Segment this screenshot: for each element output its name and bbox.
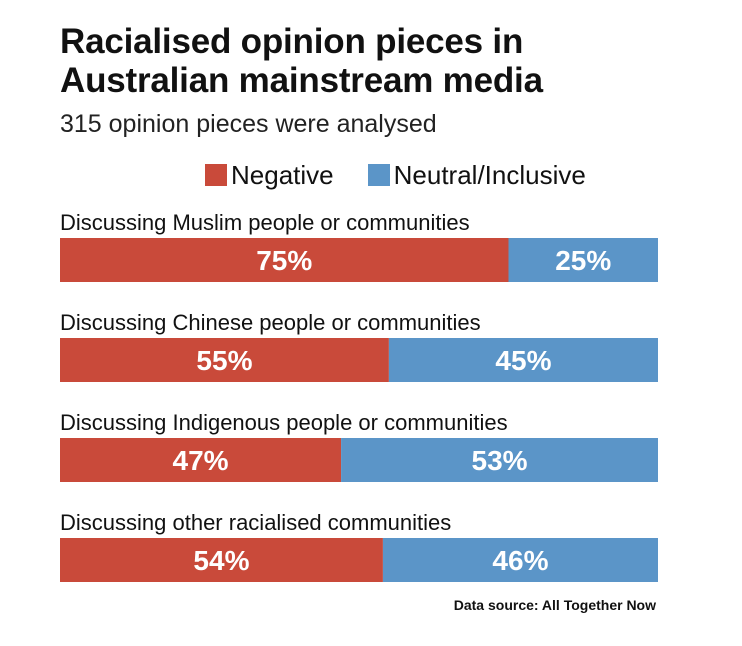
data-label-negative-indigenous-people-or-communities: 47% — [173, 445, 229, 476]
data-label-negative-muslim-people-or-communities: 75% — [256, 245, 312, 276]
data-label-neutral-inclusive-chinese-people-or-communities: 45% — [495, 345, 551, 376]
data-label-negative-other-racialised-communities: 54% — [193, 545, 249, 576]
category-label-muslim-people-or-communities: Discussing Muslim people or communities — [60, 210, 470, 235]
bar-negative-muslim-people-or-communities — [60, 238, 509, 282]
data-label-neutral-inclusive-other-racialised-communities: 46% — [492, 545, 548, 576]
category-label-indigenous-people-or-communities: Discussing Indigenous people or communit… — [60, 410, 508, 435]
chart-title: Racialised opinion pieces in Australian … — [60, 22, 543, 100]
legend-label-negative: Negative — [231, 159, 334, 190]
chart-subtitle: 315 opinion pieces were analysed — [60, 110, 437, 138]
bar-neutral-inclusive-other-racialised-communities — [382, 538, 658, 582]
bar-neutral-inclusive-chinese-people-or-communities — [388, 338, 658, 382]
legend-item-neutral-inclusive: Neutral/Inclusive — [367, 159, 586, 191]
data-label-neutral-inclusive-indigenous-people-or-communities: 53% — [472, 445, 528, 476]
data-label-neutral-inclusive-muslim-people-or-communities: 25% — [555, 245, 611, 276]
bar-negative-other-racialised-communities — [60, 538, 383, 582]
legend-item-negative: Negative — [205, 160, 334, 191]
bar-negative-chinese-people-or-communities — [60, 338, 389, 382]
chart-legend: Negative Neutral/Inclusive — [205, 158, 620, 192]
bar-neutral-inclusive-muslim-people-or-communities — [508, 238, 658, 282]
data-label-negative-chinese-people-or-communities: 55% — [196, 345, 252, 376]
legend-swatch-neutral-inclusive — [367, 164, 390, 186]
data-source-note: Data source: All Together Now — [453, 597, 656, 613]
legend-swatch-negative — [205, 164, 227, 186]
category-label-chinese-people-or-communities: Discussing Chinese people or communities — [60, 310, 481, 335]
category-label-other-racialised-communities: Discussing other racialised communities — [60, 510, 451, 535]
bar-negative-indigenous-people-or-communities — [60, 438, 342, 482]
bar-neutral-inclusive-indigenous-people-or-communities — [341, 438, 658, 482]
legend-label-neutral-inclusive: Neutral/Inclusive — [393, 159, 586, 190]
